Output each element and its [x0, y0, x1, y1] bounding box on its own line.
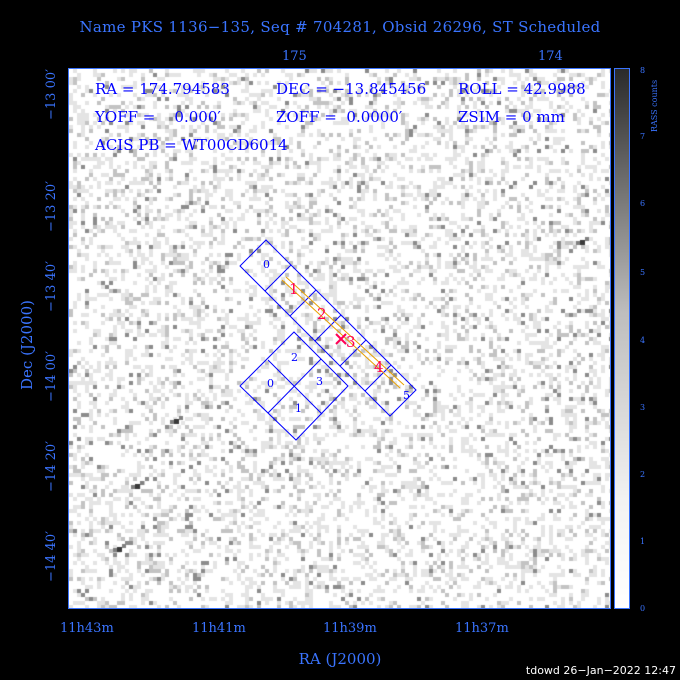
footer-stamp: tdowd 26−Jan−2022 12:47 [525, 664, 676, 677]
acis-s-divider [314, 314, 342, 342]
y-tick-label: −14 20′ [44, 440, 59, 492]
y-tick-label: −13 20′ [44, 180, 59, 232]
info-acis: ACIS PB = WT00CD6014 [95, 136, 288, 154]
colorbar-tick: 0 [640, 604, 646, 613]
colorbar-tick: 4 [640, 336, 646, 345]
colorbar-tick: 8 [640, 66, 646, 75]
y-tick-label: −14 40′ [44, 530, 59, 582]
colorbar-tick: 6 [640, 199, 646, 208]
acis-s-divider [289, 289, 317, 317]
acis-i-divider [267, 358, 322, 414]
colorbar-tick: 3 [640, 403, 646, 412]
source-label-2: 2 [317, 305, 327, 323]
chip-label-i1: 1 [295, 402, 302, 415]
target-marker [335, 333, 347, 345]
chip-label-s0: 0 [263, 258, 270, 271]
top-axis-tick-175: 175 [282, 49, 307, 64]
acis-i-outline [239, 331, 349, 441]
info-zoff: ZOFF = 0.0000′ [276, 108, 403, 126]
acis-i-divider [267, 359, 323, 415]
colorbar-tick: 1 [640, 537, 646, 546]
chip-label-i0: 0 [267, 377, 274, 390]
x-tick-label: 11h41m [192, 621, 246, 636]
plot-title: Name PKS 1136−135, Seq # 704281, Obsid 2… [79, 18, 601, 36]
y-tick-label: −14 00′ [44, 350, 59, 402]
y-tick-label: −13 00′ [44, 68, 59, 120]
grating-trail [281, 279, 401, 389]
y-tick-label: −13 40′ [44, 260, 59, 312]
info-yoff: YOFF = 0.000′ [95, 108, 221, 126]
chip-label-s5: 5 [403, 389, 410, 402]
info-dec: DEC = −13.845456 [276, 80, 427, 98]
acis-s-divider [339, 339, 367, 367]
info-zsim: ZSIM = 0 mm [458, 108, 565, 126]
x-axis-title: RA (J2000) [298, 650, 382, 668]
chip-label-i2: 2 [291, 351, 298, 364]
colorbar-tick: 2 [640, 470, 646, 479]
x-tick-label: 11h39m [323, 621, 377, 636]
colorbar-tick: 7 [640, 132, 646, 141]
source-label-3: 3 [346, 333, 356, 351]
colorbar-title: RASS counts [650, 79, 659, 132]
colorbar-tick: 5 [640, 268, 646, 277]
x-tick-label: 11h37m [455, 621, 509, 636]
top-axis-tick-174: 174 [538, 49, 563, 64]
info-ra: RA = 174.794583 [95, 80, 230, 98]
grating-trail [285, 276, 405, 386]
y-axis-title: Dec (J2000) [18, 300, 36, 390]
source-label-1: 1 [289, 280, 299, 298]
chip-label-i3: 3 [316, 375, 323, 388]
info-roll: ROLL = 42.9988 [458, 80, 586, 98]
source-label-4: 4 [374, 358, 384, 376]
colorbar [614, 68, 630, 609]
acis-s-divider [264, 264, 292, 292]
x-tick-label: 11h43m [60, 621, 114, 636]
